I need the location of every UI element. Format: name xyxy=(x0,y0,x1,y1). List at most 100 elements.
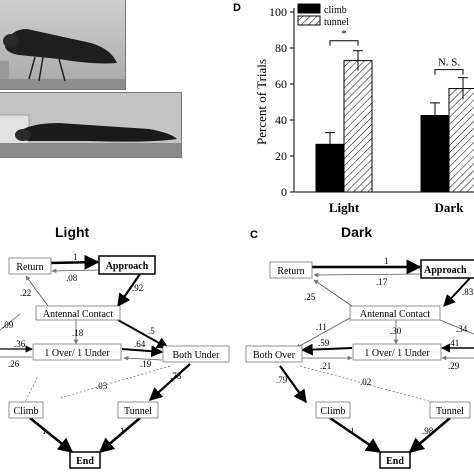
light-prob-left-mixed: .36 xyxy=(14,339,26,349)
svg-text:1 Over/ 1 Under: 1 Over/ 1 Under xyxy=(364,348,430,359)
dark-edge-approach-contact xyxy=(443,277,471,307)
dark-prob-contact-return: .25 xyxy=(304,292,316,302)
light-prob-contact-mixed: .18 xyxy=(72,328,84,338)
dark-node-both-over: Both Over xyxy=(245,345,303,363)
bar-chart: 0 20 40 60 80 100 Percent of Trials Light Dark * N… xyxy=(254,3,474,215)
light-edge-contact-return xyxy=(25,275,49,307)
legend-label-climb: climb xyxy=(324,5,347,16)
light-edge-contact-both-under xyxy=(117,319,170,349)
light-probabilities: 1 .08 .92 .22 .09 .18 .5 .36 .26 .64 .19… xyxy=(2,252,182,436)
dark-prob-approach-contact: .83 xyxy=(462,287,474,297)
dark-edge-dashed-cross xyxy=(299,365,433,403)
light-node-approach: Approach xyxy=(98,255,156,275)
light-prob-both-under-mixed: .19 xyxy=(140,359,152,369)
dark-prob-mixed-both-over: .59 xyxy=(318,338,330,348)
light-edge-climb-end xyxy=(29,417,74,453)
light-edge-both-under-tunnel xyxy=(149,363,191,401)
dark-edge-contact-both-over xyxy=(295,317,351,349)
cockroach-tunneling-image xyxy=(0,93,181,157)
light-prob-approach-return: .08 xyxy=(66,273,78,283)
light-panel-title: Light xyxy=(55,224,90,240)
legend-label-tunnel: tunnel xyxy=(324,17,349,28)
x-tick-label: Light xyxy=(329,200,360,215)
light-prob-contact-return: .22 xyxy=(20,288,31,298)
y-tick-label: 40 xyxy=(275,113,287,127)
panel-letter-c: C xyxy=(250,229,258,241)
y-tick-label: 100 xyxy=(269,5,287,19)
dark-prob-both-over-mixed: .21 xyxy=(320,361,331,371)
light-node-one-over-one-under: 1 Over/ 1 Under xyxy=(32,343,122,361)
y-tick-label: 80 xyxy=(275,41,287,55)
dark-prob-both-over-climb: .79 xyxy=(276,375,288,385)
dark-prob-climb-end: 1 xyxy=(350,426,355,436)
light-node-tunnel: Tunnel xyxy=(117,401,159,419)
dark-prob-right-mixed-b: .29 xyxy=(448,361,460,371)
light-node-return: Return xyxy=(8,257,52,275)
dark-edge-contact-return xyxy=(313,279,353,307)
dark-probabilities: 1 .17 .83 .25 .11 .30 .34 .59 .21 .41 .2… xyxy=(276,256,474,436)
svg-text:Return: Return xyxy=(16,262,43,273)
svg-text:Climb: Climb xyxy=(13,406,38,417)
y-tick-label: 0 xyxy=(281,185,287,199)
cockroach-photo-climbing xyxy=(0,0,126,90)
light-prob-left-top: .09 xyxy=(2,320,14,330)
svg-text:Approach: Approach xyxy=(424,265,467,276)
y-tick-label: 20 xyxy=(275,149,287,163)
dark-prob-tunnel-end: .98 xyxy=(422,426,434,436)
dark-edge-tunnel-end xyxy=(408,417,451,453)
light-edge-both-under-mixed xyxy=(123,355,163,361)
svg-text:End: End xyxy=(76,456,94,467)
dark-node-return: Return xyxy=(269,261,313,279)
dark-prob-right-mixed-a: .41 xyxy=(448,338,459,348)
light-flow-diagram: Return Approach Antennal Contact 1 Over/… xyxy=(0,252,230,469)
x-tick-label: Dark xyxy=(435,200,465,215)
bar-tunnel-dark xyxy=(448,88,474,193)
light-edge-approach-contact xyxy=(117,273,141,308)
svg-text:Antennal Contact: Antennal Contact xyxy=(360,309,430,320)
dark-prob-approach-return: .17 xyxy=(376,277,388,287)
dark-edge-climb-end xyxy=(329,416,382,454)
svg-text:End: End xyxy=(386,456,404,467)
dark-edge-approach-return xyxy=(313,272,421,278)
dark-node-climb: Climb xyxy=(315,401,351,419)
light-prob-contact-both-under: .5 xyxy=(148,326,155,336)
cockroach-climbing-image xyxy=(0,0,125,89)
svg-text:Approach: Approach xyxy=(106,261,149,272)
light-prob-dashed-cross: .03 xyxy=(96,381,108,391)
significance-label: N. S. xyxy=(438,57,461,69)
svg-text:Tunnel: Tunnel xyxy=(124,406,152,417)
light-node-end: End xyxy=(69,451,101,469)
dark-edge-mixed-both-over xyxy=(300,343,353,356)
dark-edge-contact-right xyxy=(439,319,474,335)
dark-node-one-over-one-under: 1 Over/ 1 Under xyxy=(352,343,442,361)
dark-node-end: End xyxy=(379,451,411,469)
svg-text:Antennal Contact: Antennal Contact xyxy=(43,309,113,320)
dark-node-approach: Approach xyxy=(420,259,474,279)
cockroach-photo-tunneling xyxy=(0,92,182,158)
light-edge-mixed-both-under xyxy=(121,345,164,358)
light-edge-contact-left xyxy=(0,313,21,331)
dark-prob-contact-mixed: .30 xyxy=(390,326,402,336)
svg-text:Return: Return xyxy=(277,266,304,277)
dark-prob-contact-right: .34 xyxy=(456,324,468,334)
panel-letter-d: D xyxy=(233,2,241,14)
light-node-climb: Climb xyxy=(8,401,44,419)
svg-text:Tunnel: Tunnel xyxy=(436,406,464,417)
light-prob-mixed-left: .26 xyxy=(8,359,20,369)
dark-edges xyxy=(279,259,474,454)
significance-bracket xyxy=(434,69,464,75)
dark-prob-contact-both-over: .11 xyxy=(316,322,327,332)
svg-text:Both Over: Both Over xyxy=(253,350,296,361)
light-node-both-under: Both Under xyxy=(162,345,230,363)
light-prob-mixed-both-under: .64 xyxy=(134,339,146,349)
svg-text:1 Over/ 1 Under: 1 Over/ 1 Under xyxy=(44,348,110,359)
light-edge-tunnel-end xyxy=(98,417,141,453)
light-edge-approach-return xyxy=(51,268,99,274)
light-prob-climb-end: 1 xyxy=(42,426,47,436)
light-prob-approach-contact: .92 xyxy=(132,283,143,293)
significance-bracket xyxy=(329,40,359,46)
dark-nodes: Return Approach Antennal Contact Both Ov… xyxy=(245,259,474,469)
light-prob-both-under-tunnel: .78 xyxy=(170,371,182,381)
light-nodes: Return Approach Antennal Contact 1 Over/… xyxy=(8,255,230,469)
y-tick-label: 60 xyxy=(275,77,287,91)
